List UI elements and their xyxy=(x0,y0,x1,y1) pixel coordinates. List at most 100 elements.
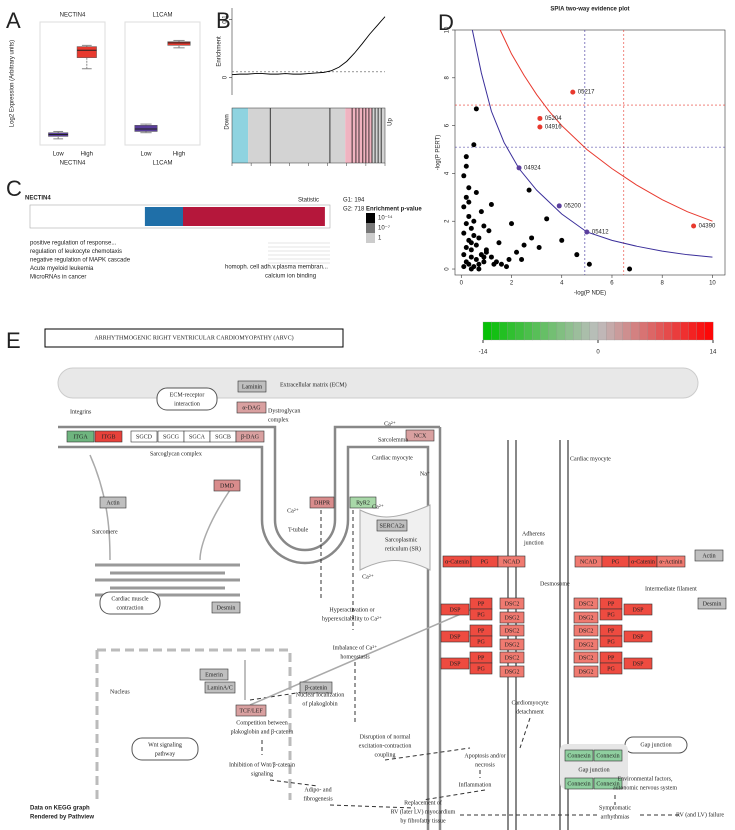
pathway-text: Cardiac myocyte xyxy=(372,455,413,461)
point xyxy=(476,235,482,241)
colorbar-cell xyxy=(655,321,665,341)
box xyxy=(134,125,158,132)
gene-label: PG xyxy=(607,639,615,645)
point xyxy=(488,254,494,260)
gene-label: α-Actinin xyxy=(659,559,682,565)
y-tick-label: 0.1 xyxy=(223,15,229,24)
pathway-text: Extracellular matrix (ECM) xyxy=(280,381,347,388)
gene-node xyxy=(573,611,599,624)
x-tick-label: 10 xyxy=(709,281,716,287)
colorbar-cell xyxy=(491,321,500,341)
gene-node xyxy=(599,635,623,648)
term-label: negative regulation of MAPK cascade xyxy=(30,258,131,264)
gene-label: PG xyxy=(477,639,485,645)
gene-label: NCX xyxy=(414,433,427,439)
ecm-band xyxy=(57,367,699,399)
barcode-up: Up xyxy=(388,118,394,126)
box xyxy=(167,41,191,46)
point xyxy=(478,209,484,215)
pathway-text: Replacement of xyxy=(404,799,442,806)
gene-label: SGCB xyxy=(215,434,231,440)
pathway-text: Gap junction xyxy=(578,767,609,773)
term-label: regulation of leukocyte chemotaxis xyxy=(30,249,122,255)
gene-node xyxy=(499,638,525,651)
pathway-text: Nuclear localization xyxy=(296,692,344,698)
gene-label: PG xyxy=(607,666,615,672)
gene-node xyxy=(573,597,599,610)
pathway-title: ARRHYTHMOGENIC RIGHT VENTRICULAR CARDIOM… xyxy=(94,334,293,341)
gene-label: PG xyxy=(607,612,615,618)
x-axis-label: L1CAM xyxy=(152,161,172,167)
gene-node xyxy=(349,496,377,509)
panel-label: E xyxy=(6,328,21,353)
map-box xyxy=(99,591,161,615)
gene-label: DSG2 xyxy=(504,615,519,621)
pathway-text: Sarcolemma xyxy=(378,437,408,443)
gene-node xyxy=(213,479,241,492)
pathway-text: Hyperactivation or xyxy=(329,607,374,613)
gene-node xyxy=(697,597,727,610)
point xyxy=(473,256,479,262)
gene-node xyxy=(499,624,525,637)
point xyxy=(574,252,580,258)
pathway-text: coupling xyxy=(375,752,396,758)
gene-label: β-catenin xyxy=(305,685,327,691)
y-tick-label: 2 xyxy=(445,219,451,223)
pathway-text: Desmosome xyxy=(540,581,570,587)
gene-label: DMD xyxy=(220,483,235,489)
box xyxy=(76,46,97,58)
point xyxy=(463,194,469,200)
gene-node xyxy=(599,608,623,621)
map-box xyxy=(156,387,218,411)
colorbar-cell xyxy=(548,321,558,341)
pathway-text: Intermediate filament xyxy=(645,585,697,592)
point-label: 04390 xyxy=(699,224,716,230)
gene-label: Connexin xyxy=(596,753,619,759)
pathway-text: Adipo- and xyxy=(304,787,331,793)
gene-node xyxy=(573,638,599,651)
legend-label: 10⁻⁷ xyxy=(378,225,390,232)
x-tick-label: Low xyxy=(140,152,152,158)
membrane xyxy=(58,425,442,830)
gene-label: DSP xyxy=(449,607,461,613)
gene-node xyxy=(564,749,594,762)
point xyxy=(503,264,509,270)
y-axis-label: Log2 Expression (Arbitrary units) xyxy=(10,40,16,127)
gene-label: DSP xyxy=(632,634,644,640)
legend-title: Enrichment p-value xyxy=(366,207,422,213)
pathway-text: Sarcomere xyxy=(92,529,118,535)
gene-node xyxy=(99,496,127,509)
point xyxy=(463,245,469,251)
term-label: positive regulation of response... xyxy=(30,241,117,247)
point xyxy=(521,242,527,248)
panel-label: D xyxy=(438,10,454,35)
gene-node xyxy=(440,657,470,670)
pathway-text: interaction xyxy=(174,401,200,407)
pathway-text: homeostasis xyxy=(340,654,370,660)
point xyxy=(537,115,543,121)
point xyxy=(498,261,504,267)
gene-node xyxy=(405,429,435,442)
point xyxy=(481,223,487,229)
colorbar-cell xyxy=(688,321,698,341)
point xyxy=(476,261,482,267)
term-label: homoph. cell adh.v.plasma membran... xyxy=(225,265,328,271)
pathway-text: Nucleus xyxy=(110,689,130,695)
x-tick-label: 2 xyxy=(510,281,514,287)
gene-node xyxy=(623,630,653,643)
point xyxy=(556,203,562,209)
gene-node xyxy=(469,635,493,648)
pathway-text: Ca²⁺ xyxy=(287,507,299,514)
colorbar-cell xyxy=(679,321,689,341)
gene-node xyxy=(211,601,241,614)
y-tick-label: 8 xyxy=(445,75,451,79)
term-label: calcium ion binding xyxy=(265,274,316,280)
gene-node xyxy=(564,777,594,790)
point xyxy=(461,204,467,210)
point-label: 04916 xyxy=(545,125,562,131)
gene-node xyxy=(593,749,623,762)
pathway-text: Sarcoplasmic xyxy=(385,537,418,543)
colorbar-cell xyxy=(696,321,706,341)
legend-label: 1 xyxy=(378,236,382,242)
gene-label: NCAD xyxy=(580,559,598,565)
